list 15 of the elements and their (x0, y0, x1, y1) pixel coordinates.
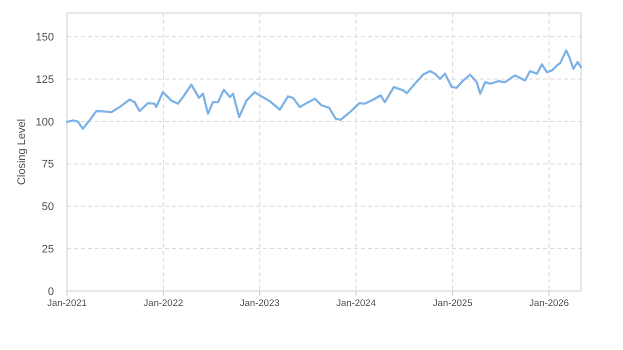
line-series (66, 49, 582, 130)
x-tick-label: Jan-2025 (432, 298, 473, 309)
y-tick-label: 50 (42, 201, 54, 214)
x-tick-label: Jan-2021 (47, 298, 87, 309)
y-axis-title: Closing Level (16, 118, 28, 186)
y-tick-label: 125 (36, 74, 54, 86)
y-tick-label: 75 (42, 158, 54, 171)
y-tick-label: 25 (42, 243, 54, 256)
y-tick-label: 100 (36, 116, 54, 128)
y-tick-label: 150 (36, 32, 54, 44)
x-tick-label: Jan-2023 (240, 298, 280, 309)
x-tick-label: Jan-2022 (144, 298, 184, 309)
x-tick-label: Jan-2026 (529, 298, 569, 309)
y-tick-label: 0 (48, 286, 54, 298)
x-tick-label: Jan-2024 (336, 298, 376, 309)
